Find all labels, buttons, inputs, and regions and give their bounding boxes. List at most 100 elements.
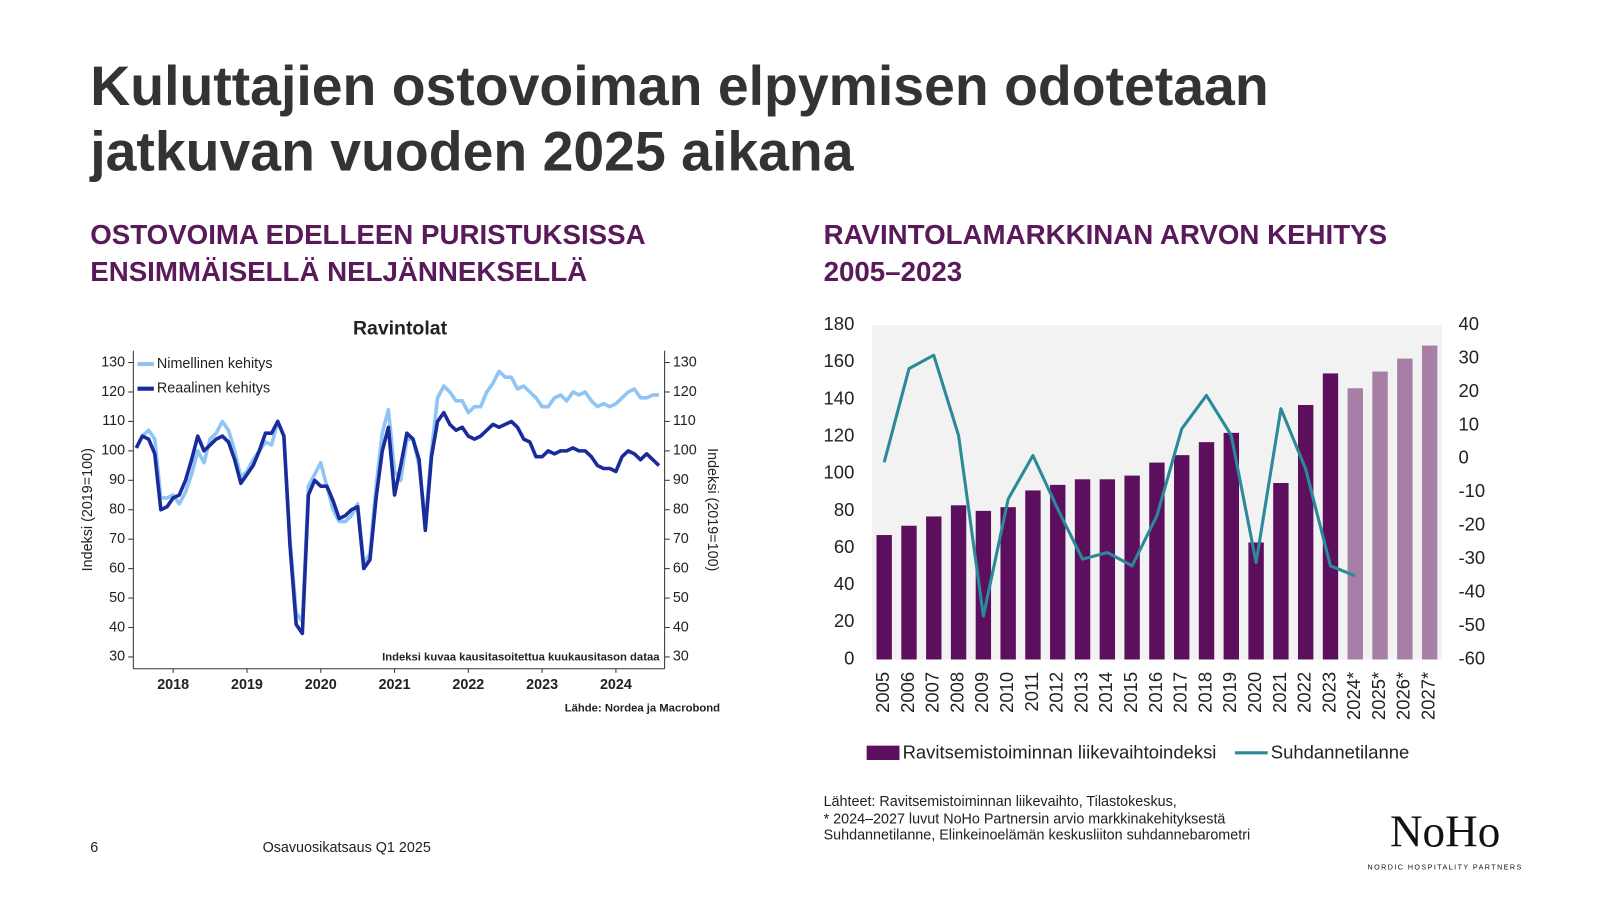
bar (901, 525, 917, 660)
y-tick-label: 120 (824, 424, 855, 445)
legend-label: Nimellinen kehitys (157, 356, 273, 372)
x-tick-label: 2027* (1418, 672, 1439, 720)
bar (1050, 484, 1066, 660)
y-tick-label: 60 (109, 560, 125, 576)
x-tick-label: 2015 (1120, 672, 1141, 713)
y2-tick-label: 20 (1458, 380, 1479, 401)
bar (1397, 358, 1413, 660)
y2-tick-label: -40 (1458, 580, 1485, 601)
section-heading: RAVINTOLAMARKKINAN ARVON KEHITYS (824, 219, 1388, 250)
y-tick-label: 70 (109, 531, 125, 547)
bar (1174, 455, 1190, 660)
x-tick-label: 2021 (379, 677, 411, 693)
section-heading: OSTOVOIMA EDELLEEN PURISTUKSISSA (90, 219, 645, 250)
x-tick-label: 2025* (1368, 672, 1389, 720)
y-tick-label: 40 (109, 619, 125, 635)
data-line (882, 353, 1356, 618)
y2-tick-label: 40 (1458, 313, 1479, 334)
y2-tick-label: 120 (673, 384, 697, 400)
x-tick-label: 2023 (526, 677, 558, 693)
legend-label: Reaalinen kehitys (157, 381, 270, 397)
y-tick-label: 20 (834, 610, 855, 631)
x-tick-label: 2018 (157, 677, 189, 693)
y2-axis-label: Indeksi (2019=100) (704, 448, 720, 571)
x-tick-label: 2007 (922, 672, 943, 713)
y2-tick-label: -20 (1458, 514, 1485, 535)
chart-title: Ravintolat (353, 317, 448, 339)
bar (1124, 475, 1140, 660)
x-tick-label: 2020 (305, 677, 337, 693)
x-tick-label: 2024 (600, 677, 632, 693)
bar (950, 505, 967, 660)
y-tick-label: 60 (834, 536, 855, 557)
x-tick-label: 2019 (1219, 672, 1240, 713)
bar (975, 510, 992, 660)
bar (1297, 405, 1314, 660)
y2-tick-label: 40 (673, 619, 689, 635)
y2-tick-label: 70 (673, 531, 689, 547)
bar (1273, 483, 1289, 660)
chart-source: Lähde: Nordea ja Macrobond (565, 703, 720, 715)
y-tick-label: 40 (834, 573, 855, 594)
x-tick-label: 2012 (1046, 672, 1067, 713)
x-tick-label: 2020 (1244, 672, 1265, 713)
x-tick-label: 2014 (1095, 672, 1116, 713)
y-tick-label: 110 (102, 413, 125, 429)
x-tick-label: 2017 (1170, 672, 1191, 713)
bar (876, 535, 892, 660)
source-text: Suhdannetilanne, Elinkeinoelämän keskusl… (824, 828, 1251, 844)
y-tick-label: 30 (109, 649, 125, 665)
bar (1000, 507, 1016, 660)
y2-tick-label: 90 (673, 472, 689, 488)
y2-tick-label: 30 (1458, 346, 1479, 367)
x-tick-label: 2008 (946, 672, 967, 713)
section-heading: ENSIMMÄISELLÄ NELJÄNNEKSELLÄ (90, 256, 587, 287)
y-tick-label: 180 (824, 313, 855, 334)
y2-tick-label: 50 (673, 590, 689, 606)
bar (1372, 371, 1388, 660)
y2-tick-label: 0 (1458, 447, 1468, 468)
y2-tick-label: 60 (673, 560, 689, 576)
bar (1149, 462, 1165, 660)
slide-title: jatkuvan vuoden 2025 aikana (89, 121, 855, 183)
legend-label: Ravitsemistoiminnan liikevaihtoindeksi (903, 742, 1217, 763)
data-line (134, 369, 659, 624)
x-tick-label: 2022 (452, 677, 484, 693)
section-heading: 2005–2023 (824, 256, 963, 287)
y-tick-label: 50 (109, 590, 125, 606)
x-tick-label: 2016 (1145, 672, 1166, 713)
y-tick-label: 100 (101, 443, 125, 459)
bar (1248, 542, 1264, 660)
x-tick-label: 2013 (1070, 672, 1091, 713)
y2-tick-label: -50 (1458, 614, 1485, 635)
x-tick-label: 2009 (971, 672, 992, 713)
y-tick-label: 80 (109, 502, 125, 518)
page-number: 6 (90, 840, 98, 856)
x-tick-label: 2018 (1194, 672, 1215, 713)
source-text: Lähteet: Ravitsemistoiminnan liikevaihto… (824, 794, 1177, 810)
x-tick-label: 2024* (1343, 672, 1364, 720)
legend-label: Suhdannetilanne (1271, 742, 1410, 763)
y-tick-label: 80 (834, 499, 855, 520)
bar (1322, 373, 1339, 660)
logo-tagline: NORDIC HOSPITALITY PARTNERS (1368, 864, 1523, 872)
y-tick-label: 90 (109, 472, 125, 488)
x-tick-label: 2010 (996, 672, 1017, 713)
bar (1025, 490, 1041, 660)
x-tick-label: 2023 (1318, 672, 1339, 713)
y2-tick-label: -60 (1458, 647, 1485, 668)
x-tick-label: 2005 (872, 672, 893, 713)
bar (1198, 442, 1215, 660)
data-line (134, 410, 661, 636)
bar (1223, 432, 1239, 660)
x-tick-label: 2021 (1269, 672, 1290, 713)
source-text: * 2024–2027 luvut NoHo Partnersin arvio … (824, 811, 1226, 827)
bar (1074, 479, 1091, 660)
y-tick-label: 0 (844, 647, 854, 668)
y2-tick-label: 10 (1458, 413, 1479, 434)
slide-title: Kuluttajien ostovoiman elpymisen odoteta… (90, 55, 1268, 117)
bar (926, 516, 942, 660)
y2-tick-label: 80 (673, 502, 689, 518)
y-tick-label: 120 (101, 384, 125, 400)
